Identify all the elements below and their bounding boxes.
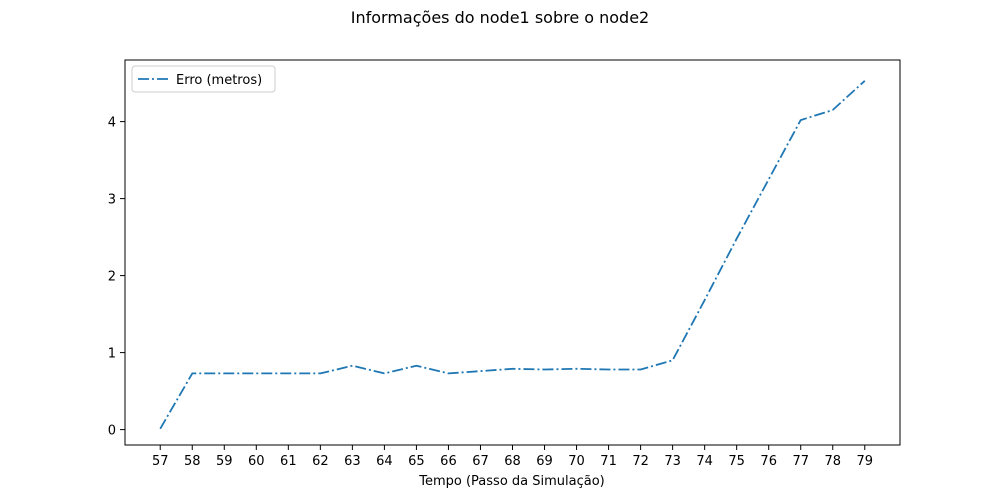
- y-tick-label: 2: [108, 270, 116, 285]
- x-tick-label: 58: [184, 454, 201, 469]
- legend: Erro (metros): [131, 65, 276, 93]
- x-tick-label: 62: [312, 454, 329, 469]
- x-tick-label: 72: [632, 454, 649, 469]
- x-tick-label: 60: [248, 454, 265, 469]
- x-tick-label: 71: [600, 454, 617, 469]
- x-tick-label: 68: [504, 454, 521, 469]
- x-axis: 57 58 59 60 61 62 63 64 65 66 67 68 69 70 71 72 73 74 75 76…: [152, 445, 873, 469]
- series-line-erro: [159, 80, 866, 430]
- x-tick-label: 65: [408, 454, 425, 469]
- x-tick-label: 66: [440, 454, 457, 469]
- x-tick-label: 67: [472, 454, 489, 469]
- legend-box: [131, 65, 276, 93]
- x-tick-label: 63: [344, 454, 361, 469]
- x-tick-label: 70: [568, 454, 585, 469]
- x-tick-label: 77: [792, 454, 809, 469]
- x-tick-label: 74: [696, 454, 713, 469]
- x-tick-label: 73: [664, 454, 681, 469]
- x-tick-label: 64: [376, 454, 393, 469]
- x-tick-label: 75: [728, 454, 745, 469]
- series-layer: [159, 80, 866, 430]
- legend-label: Erro (metros): [176, 73, 262, 88]
- y-tick-label: 4: [108, 116, 116, 131]
- y-tick-label: 1: [108, 347, 116, 362]
- chart-title: Informações do node1 sobre o node2: [351, 8, 649, 27]
- y-tick-label: 3: [108, 193, 116, 208]
- x-tick-label: 78: [824, 454, 841, 469]
- x-axis-label: Tempo (Passo da Simulação): [418, 474, 605, 489]
- x-tick-label: 69: [536, 454, 553, 469]
- plot-area: [124, 59, 901, 446]
- y-axis: 0 1 2 3 4: [108, 116, 125, 439]
- x-tick-label: 57: [152, 454, 169, 469]
- x-tick-label: 79: [856, 454, 873, 469]
- x-tick-label: 61: [280, 454, 297, 469]
- y-tick-label: 0: [108, 424, 116, 439]
- x-tick-label: 76: [760, 454, 777, 469]
- x-tick-label: 59: [216, 454, 233, 469]
